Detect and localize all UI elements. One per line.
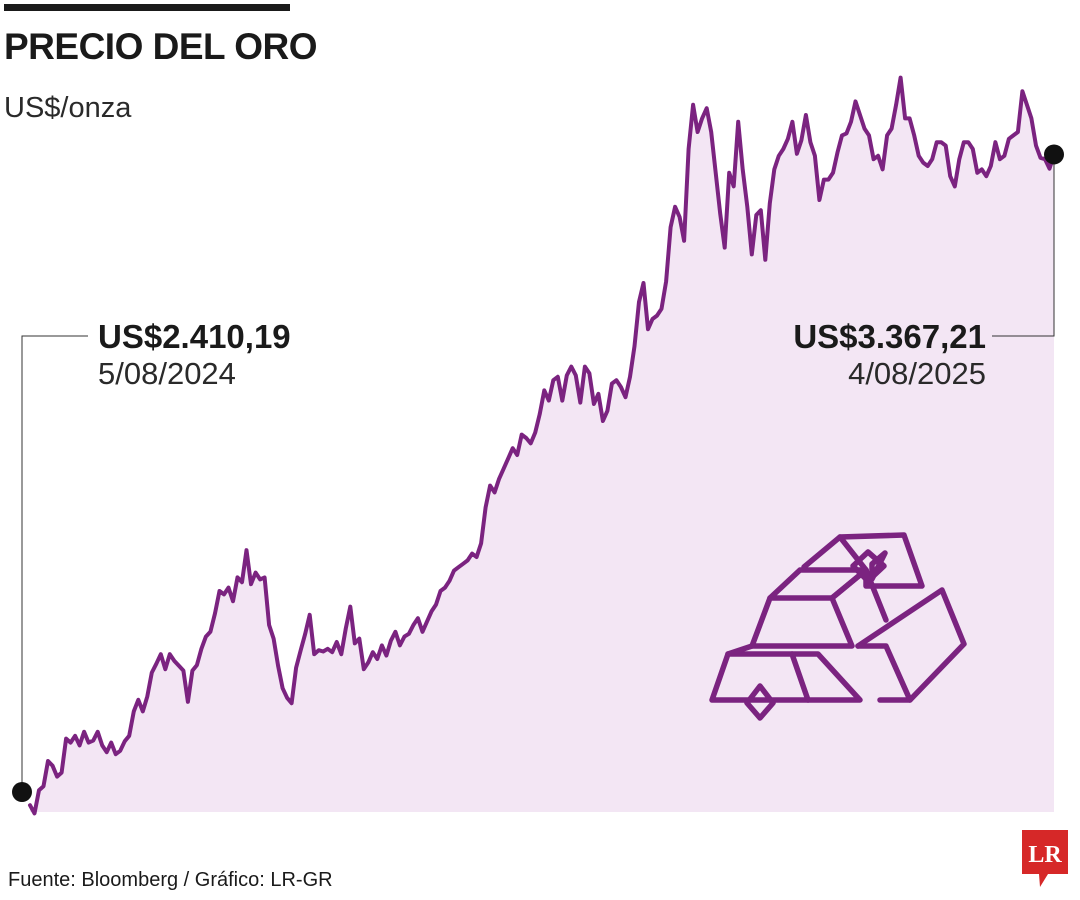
- start-price-label: US$2.410,19: [98, 318, 291, 355]
- chart-title: PRECIO DEL ORO: [4, 26, 318, 67]
- price-line: [28, 75, 1056, 816]
- source-credit: Fuente: Bloomberg / Gráfico: LR-GR: [8, 869, 333, 891]
- start-point-marker: [12, 782, 32, 802]
- price-area-fill: [30, 77, 1054, 814]
- top-rule: [4, 4, 290, 11]
- end-price-label: US$3.367,21: [793, 318, 986, 355]
- end-annotation: US$3.367,21 4/08/2025: [793, 318, 986, 392]
- lr-logo: LR: [1022, 830, 1068, 887]
- start-annotation: US$2.410,19 5/08/2024: [98, 318, 291, 392]
- gold-bars-icon: [709, 532, 967, 721]
- lr-logo-text: LR: [1028, 842, 1062, 868]
- end-leader-line: [992, 154, 1055, 337]
- start-leader-line: [21, 335, 88, 792]
- chart-subtitle: US$/onza: [4, 92, 132, 124]
- end-point-marker: [1044, 144, 1064, 165]
- end-date-label: 4/08/2025: [848, 355, 986, 391]
- start-date-label: 5/08/2024: [98, 355, 236, 391]
